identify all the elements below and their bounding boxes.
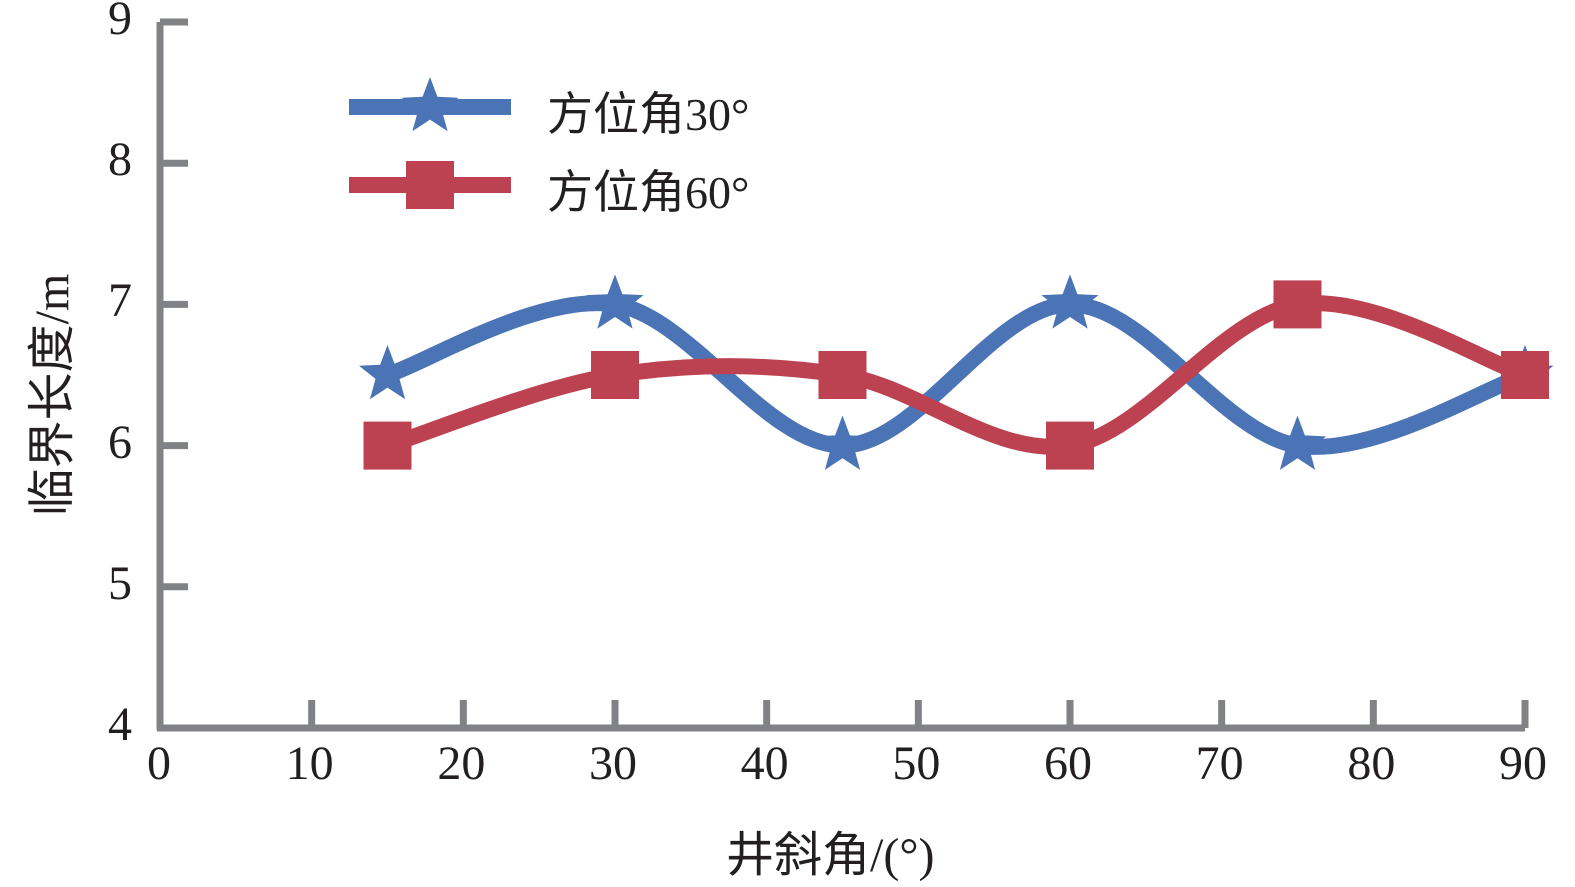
series-1 (358, 274, 1554, 470)
series-2 (363, 280, 1549, 470)
data-point-marker (586, 274, 644, 329)
data-point-marker (358, 345, 417, 400)
x-tick-label: 0 (147, 737, 171, 790)
x-tick-label: 30 (589, 737, 637, 790)
x-axis-title: 井斜角/(°) (726, 829, 935, 882)
y-tick-label: 7 (108, 274, 132, 328)
data-point-marker (1041, 274, 1099, 329)
x-tick-label: 10 (285, 737, 334, 790)
y-axis-title: 临界长度/m (26, 274, 79, 517)
y-tick-label: 8 (108, 133, 132, 187)
y-tick-label: 4 (108, 698, 132, 751)
x-tick-label: 70 (1195, 737, 1244, 790)
data-point-marker (813, 415, 872, 470)
x-axis-ticks (308, 700, 1529, 728)
legend-label: 方位角60° (547, 167, 750, 218)
y-axis-ticks (160, 18, 188, 732)
x-tick-label: 50 (892, 737, 941, 790)
x-tick-label: 60 (1044, 737, 1092, 790)
data-point-marker (363, 421, 412, 470)
legend-label: 方位角30° (547, 89, 750, 140)
y-tick-label: 5 (108, 556, 132, 610)
x-tick-label: 90 (1499, 737, 1547, 790)
x-tick-label: 40 (740, 737, 789, 790)
data-point-marker (591, 351, 639, 399)
y-tick-label: 9 (108, 0, 132, 45)
legend-marker (401, 77, 459, 132)
y-tick-label: 6 (108, 415, 132, 469)
x-tick-label: 20 (437, 737, 486, 790)
x-tick-label: 80 (1347, 737, 1396, 790)
data-point-marker (1273, 280, 1322, 329)
legend-swatch (349, 161, 511, 209)
legend-marker (406, 161, 454, 209)
data-point-marker (1268, 415, 1327, 470)
data-point-marker (1501, 351, 1549, 399)
data-point-marker (818, 351, 867, 399)
data-series-layer (358, 274, 1554, 470)
data-point-marker (1046, 421, 1094, 470)
legend-swatch (349, 77, 511, 132)
